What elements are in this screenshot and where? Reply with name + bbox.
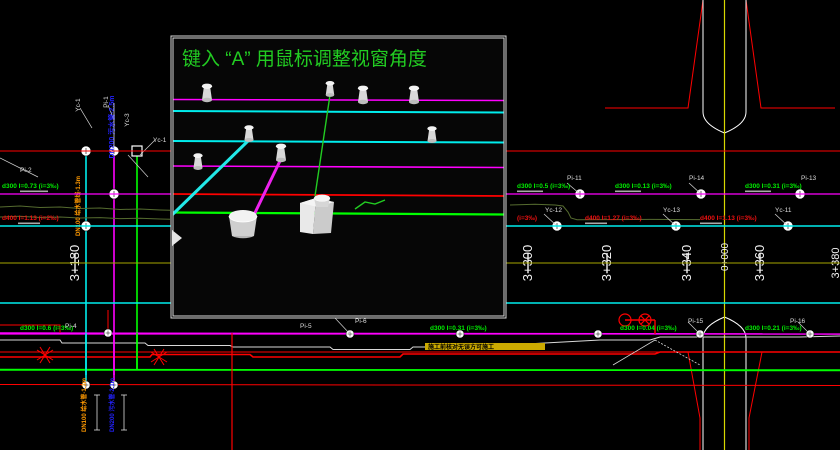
svg-text:Yc-3: Yc-3 <box>124 113 131 127</box>
svg-text:d300 I=0.13 (i=3‰): d300 I=0.13 (i=3‰) <box>615 183 672 190</box>
svg-text:施工前核对无误方可施工: 施工前核对无误方可施工 <box>428 343 494 351</box>
svg-text:Pi-11: Pi-11 <box>567 175 582 182</box>
svg-text:d400 I=1.27 (i=3‰): d400 I=1.27 (i=3‰) <box>585 215 642 222</box>
svg-text:DN100 给水管-1.3m: DN100 给水管-1.3m <box>80 378 88 432</box>
svg-text:Yc-1: Yc-1 <box>153 137 167 144</box>
svg-text:d300 I=0.31 (i=3‰): d300 I=0.31 (i=3‰) <box>745 183 802 190</box>
svg-text:Pi-13: Pi-13 <box>801 175 817 182</box>
svg-text:Pi-4: Pi-4 <box>65 323 77 330</box>
svg-text:Yc-13: Yc-13 <box>663 207 680 214</box>
svg-text:Yc-11: Yc-11 <box>775 207 792 214</box>
svg-text:0+000: 0+000 <box>720 243 731 272</box>
svg-text:Pi-5: Pi-5 <box>300 323 312 330</box>
svg-text:(i=3‰): (i=3‰) <box>517 215 537 222</box>
svg-text:d300 I=0.04 (i=3‰): d300 I=0.04 (i=3‰) <box>620 325 677 332</box>
svg-text:Pi-14: Pi-14 <box>689 175 705 182</box>
svg-text:Pi-6: Pi-6 <box>355 318 367 325</box>
svg-text:d300 I=0.73 (i=3‰): d300 I=0.73 (i=3‰) <box>2 183 59 190</box>
svg-text:Pi-16: Pi-16 <box>790 318 806 325</box>
svg-text:DN200 污水管-2.1m: DN200 污水管-2.1m <box>108 378 116 432</box>
svg-text:DN200 污水管-2.5m: DN200 污水管-2.5m <box>107 95 116 158</box>
svg-text:d300 I=0.5 (i=3‰): d300 I=0.5 (i=3‰) <box>517 183 570 190</box>
svg-text:Yc-12: Yc-12 <box>545 207 562 214</box>
svg-text:Pi-2: Pi-2 <box>20 167 32 174</box>
svg-text:键入 “A” 用鼠标调整视窗角度: 键入 “A” 用鼠标调整视窗角度 <box>182 48 427 70</box>
svg-text:d400 I=1.13 (i=3‰): d400 I=1.13 (i=3‰) <box>700 215 757 222</box>
svg-text:d300 I=0.21 (i=3‰): d300 I=0.21 (i=3‰) <box>745 325 802 332</box>
svg-text:d400 I=1.13 (i=2‰): d400 I=1.13 (i=2‰) <box>2 215 59 222</box>
svg-text:DN100 给水管线-1.3m: DN100 给水管线-1.3m <box>74 176 82 236</box>
svg-text:Yc-1: Yc-1 <box>75 98 82 112</box>
